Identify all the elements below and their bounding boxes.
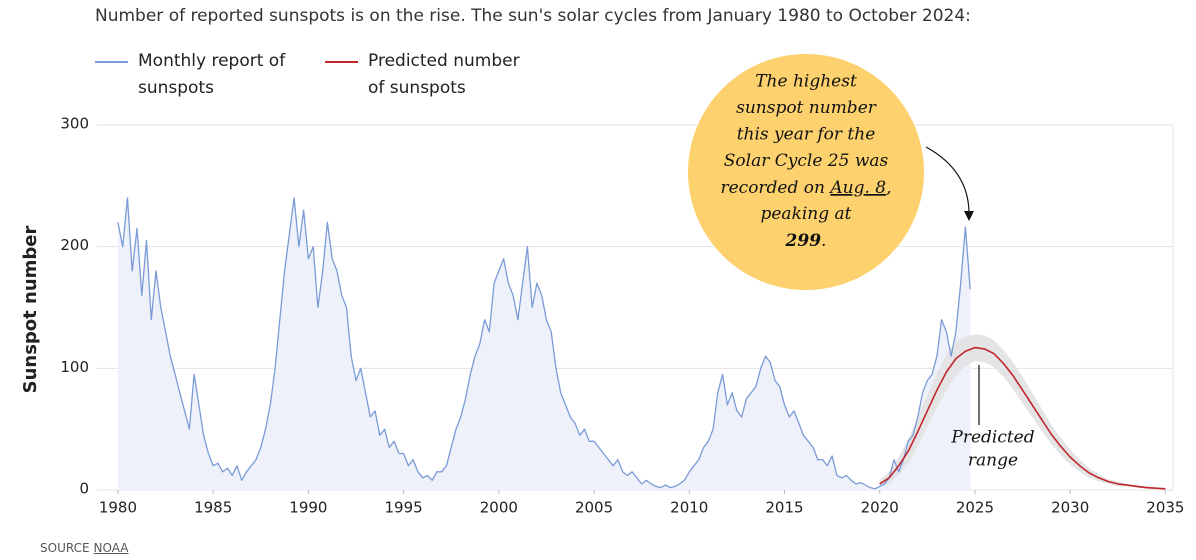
y-tick-label: 300 [60,115,89,133]
x-tick-label: 2020 [861,499,899,517]
legend-item: Monthly report of sunspots [95,48,298,102]
range-label: range [968,451,1018,471]
predicted-range [879,334,1166,490]
x-tick-label: 1995 [385,499,423,517]
callout-arrow [925,146,970,213]
source-label: SOURCE [40,541,90,555]
callout-part: . [821,231,826,251]
y-tick-label: 0 [79,480,89,498]
source-link: NOAA [93,541,129,555]
x-tick-label: 2015 [765,499,803,517]
x-tick-label: 2005 [575,499,613,517]
x-tick-label: 2000 [480,499,518,517]
x-tick-label: 1990 [289,499,327,517]
line [117,197,971,490]
line [879,346,1166,490]
callout-text: 299. [785,231,827,251]
legend-label: Predicted number of sunspots [368,51,520,98]
callout-bubble [688,54,924,290]
callout-part: 299 [785,231,822,251]
range-label: Predicted [950,428,1034,448]
callout-arrowhead [964,211,974,221]
x-tick-label: 1980 [99,499,137,517]
callout-part: , [886,178,891,198]
chart-title: Number of reported sunspots is on the ri… [95,6,971,26]
legend-swatch [325,61,358,63]
y-tick-label: 200 [60,236,89,254]
legend-label: Monthly report of sunspots [138,51,286,98]
callout-text: this year for the [737,125,876,145]
x-tick-label: 2035 [1146,499,1184,517]
x-tick-label: 2025 [956,499,994,517]
source: SOURCE NOAA [40,541,129,555]
legend-item: Predicted number of sunspots [325,48,528,102]
legend-swatch [95,61,128,63]
chart: 0 100 200 300 1980 1985 1990 1995 2000 2005 2010 20… [20,54,1184,517]
x-tick-label: 2010 [670,499,708,517]
area [117,198,971,490]
callout-text: Solar Cycle 25 was [724,151,889,171]
x-tick-label: 1985 [194,499,232,517]
callout-text: recorded on Aug. 8, [720,178,891,198]
callout-text: sunspot number [736,98,877,118]
y-axis-label: Sunspot number [20,225,41,393]
callout-text: peaking at [760,204,851,224]
x-tick-label: 2030 [1051,499,1089,517]
y-tick-label: 100 [60,358,89,376]
callout-part: recorded on [720,178,830,198]
callout-part: Aug. 8 [828,178,886,198]
callout-text: The highest [755,72,857,92]
